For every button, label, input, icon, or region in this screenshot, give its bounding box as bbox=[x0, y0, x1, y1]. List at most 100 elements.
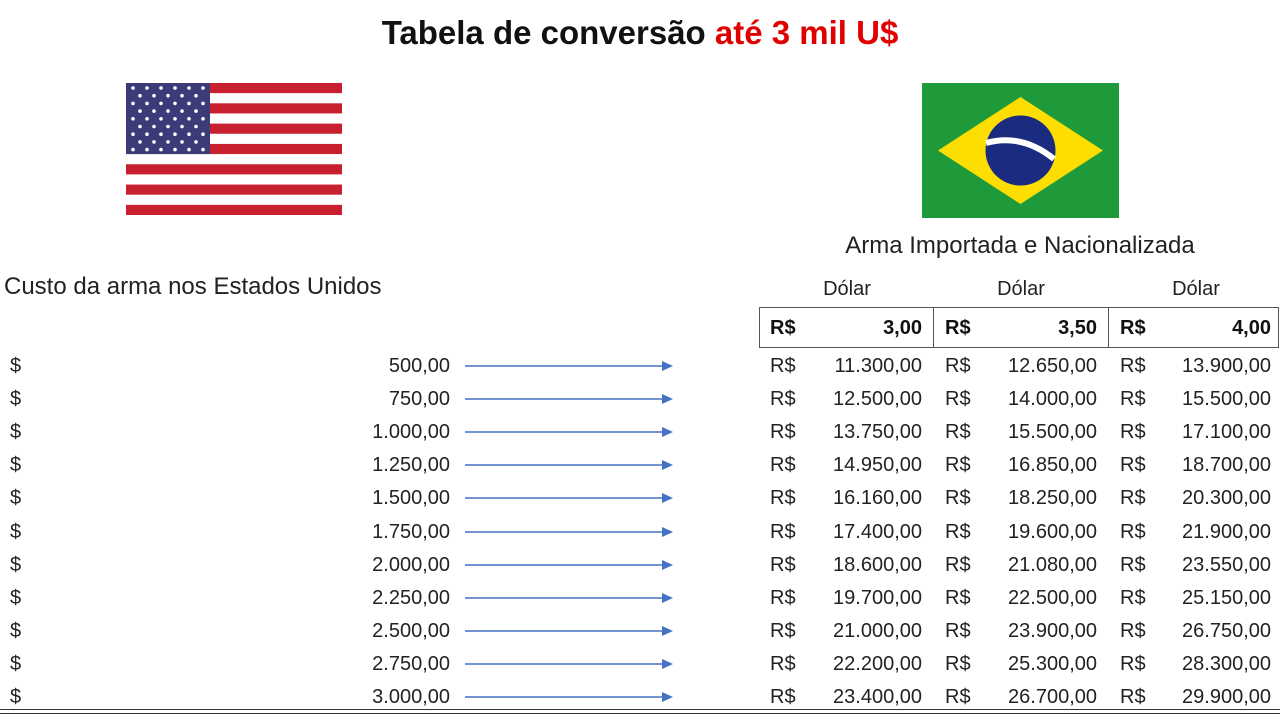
arrow-right-icon bbox=[465, 592, 673, 603]
arrow-right-icon bbox=[465, 394, 673, 405]
table-row: $ 1.000,00 R$ 13.750,00 R$ 15.500,00 R$ 17.10… bbox=[0, 417, 1280, 450]
brl-value: 12.500,00 bbox=[833, 388, 922, 411]
currency-label: R$ bbox=[770, 317, 796, 339]
brl-value: 20.300,00 bbox=[1182, 487, 1271, 510]
brl-sign: R$ bbox=[1120, 487, 1146, 510]
brl-sign: R$ bbox=[945, 619, 971, 642]
brl-value: 21.080,00 bbox=[1008, 553, 1097, 576]
brl-sign: R$ bbox=[945, 454, 971, 477]
arrow-right-icon bbox=[465, 658, 673, 669]
brl-sign: R$ bbox=[770, 355, 796, 377]
brl-sign: R$ bbox=[770, 487, 796, 510]
arrow-right-icon bbox=[465, 625, 673, 636]
brl-value: 21.900,00 bbox=[1182, 520, 1271, 543]
brl-value: 18.600,00 bbox=[833, 553, 922, 576]
brl-value: 26.750,00 bbox=[1182, 619, 1271, 642]
brl-value: 17.100,00 bbox=[1182, 421, 1271, 444]
usd-sign: $ bbox=[10, 487, 22, 510]
rate-value: 3,50 bbox=[1058, 317, 1097, 339]
usd-value: 3.000,00 bbox=[372, 686, 450, 708]
brl-sign: R$ bbox=[770, 652, 796, 675]
brl-value: 25.300,00 bbox=[1008, 652, 1097, 675]
usd-value: 750,00 bbox=[388, 388, 450, 411]
usd-value: 500,00 bbox=[388, 355, 450, 377]
brl-sign: R$ bbox=[770, 421, 796, 444]
brl-value: 21.000,00 bbox=[833, 619, 922, 642]
usd-sign: $ bbox=[10, 553, 22, 576]
brl-value: 22.500,00 bbox=[1008, 586, 1097, 609]
brl-sign: R$ bbox=[1120, 454, 1146, 477]
brl-value: 26.700,00 bbox=[1008, 686, 1097, 708]
brl-value: 23.900,00 bbox=[1008, 619, 1097, 642]
brl-value: 23.550,00 bbox=[1182, 553, 1271, 576]
table-row: $ 2.750,00 R$ 22.200,00 R$ 25.300,00 R$ 28.30… bbox=[0, 649, 1280, 682]
usd-value: 1.250,00 bbox=[372, 454, 450, 477]
table-row: $ 2.000,00 R$ 18.600,00 R$ 21.080,00 R$ 23.55… bbox=[0, 550, 1280, 583]
brl-value: 15.500,00 bbox=[1182, 388, 1271, 411]
usd-sign: $ bbox=[10, 421, 22, 444]
usd-sign: $ bbox=[10, 586, 22, 609]
brl-sign: R$ bbox=[1120, 652, 1146, 675]
column-label: Dólar bbox=[823, 278, 871, 300]
brl-sign: R$ bbox=[945, 553, 971, 576]
brl-sign: R$ bbox=[1120, 619, 1146, 642]
brl-value: 28.300,00 bbox=[1182, 652, 1271, 675]
usd-value: 2.500,00 bbox=[372, 619, 450, 642]
brl-value: 16.850,00 bbox=[1008, 454, 1097, 477]
brl-value: 22.200,00 bbox=[833, 652, 922, 675]
usd-value: 1.750,00 bbox=[372, 520, 450, 543]
brl-sign: R$ bbox=[945, 520, 971, 543]
brl-sign: R$ bbox=[1120, 553, 1146, 576]
brl-value: 12.650,00 bbox=[1008, 355, 1097, 377]
arrow-right-icon bbox=[465, 427, 673, 438]
brl-value: 19.600,00 bbox=[1008, 520, 1097, 543]
us-cost-heading: Custo da arma nos Estados Unidos bbox=[4, 273, 382, 300]
table-row: $ 1.250,00 R$ 14.950,00 R$ 16.850,00 R$ 18.70… bbox=[0, 450, 1280, 483]
currency-label: R$ bbox=[945, 317, 971, 339]
column-label: Dólar bbox=[1172, 278, 1220, 300]
brl-sign: R$ bbox=[1120, 421, 1146, 444]
brl-value: 13.750,00 bbox=[833, 421, 922, 444]
brl-value: 13.900,00 bbox=[1182, 355, 1271, 377]
usd-sign: $ bbox=[10, 686, 22, 708]
arrow-right-icon bbox=[465, 361, 673, 371]
brl-sign: R$ bbox=[945, 421, 971, 444]
usd-value: 1.000,00 bbox=[372, 421, 450, 444]
brl-sign: R$ bbox=[770, 619, 796, 642]
brl-sign: R$ bbox=[1120, 586, 1146, 609]
arrow-right-icon bbox=[465, 493, 673, 504]
usd-value: 2.000,00 bbox=[372, 553, 450, 576]
rate-value: 4,00 bbox=[1232, 317, 1271, 339]
brl-sign: R$ bbox=[1120, 686, 1146, 708]
currency-label: R$ bbox=[1120, 317, 1146, 339]
brl-value: 15.500,00 bbox=[1008, 421, 1097, 444]
brazil-flag-icon bbox=[922, 83, 1119, 218]
usd-sign: $ bbox=[10, 652, 22, 675]
brl-sign: R$ bbox=[945, 686, 971, 708]
arrow-right-icon bbox=[465, 692, 673, 702]
brl-sign: R$ bbox=[945, 487, 971, 510]
brl-sign: R$ bbox=[945, 652, 971, 675]
page-title: Tabela de conversão até 3 mil U$ bbox=[0, 14, 1280, 52]
brl-value: 19.700,00 bbox=[833, 586, 922, 609]
table-row: $ 3.000,00 R$ 23.400,00 R$ 26.700,00 R$ 29.90… bbox=[0, 682, 1280, 715]
brl-value: 29.900,00 bbox=[1182, 686, 1271, 708]
brl-value: 11.300,00 bbox=[834, 355, 923, 377]
title-highlight: até 3 mil U$ bbox=[714, 14, 899, 51]
usd-sign: $ bbox=[10, 388, 22, 411]
brl-sign: R$ bbox=[770, 388, 796, 411]
brl-sign: R$ bbox=[770, 454, 796, 477]
brl-value: 16.160,00 bbox=[833, 487, 922, 510]
brl-sign: R$ bbox=[945, 388, 971, 411]
arrow-right-icon bbox=[465, 559, 673, 570]
brl-sign: R$ bbox=[770, 586, 796, 609]
brl-value: 14.950,00 bbox=[833, 454, 922, 477]
imported-heading: Arma Importada e Nacionalizada bbox=[845, 232, 1195, 259]
rate-header-row bbox=[759, 307, 1279, 348]
usd-sign: $ bbox=[10, 619, 22, 642]
usd-value: 2.250,00 bbox=[372, 586, 450, 609]
usd-value: 1.500,00 bbox=[372, 487, 450, 510]
title-text: Tabela de conversão bbox=[381, 14, 706, 51]
usd-sign: $ bbox=[10, 520, 22, 543]
table-row: $ 750,00 R$ 12.500,00 R$ 14.000,00 R$ 15.500,… bbox=[0, 384, 1280, 417]
